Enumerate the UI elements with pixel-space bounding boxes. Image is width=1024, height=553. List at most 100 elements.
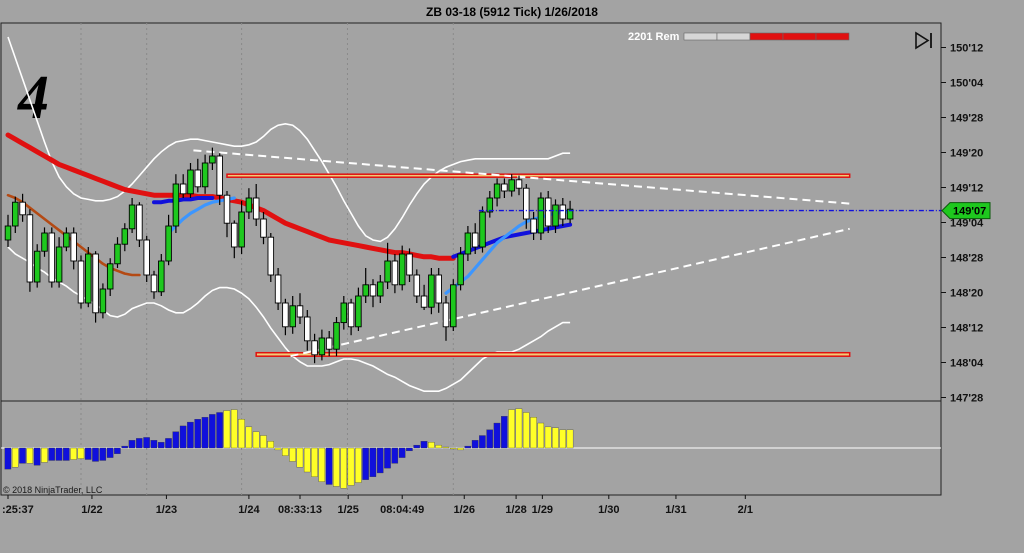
histogram-bar	[179, 425, 187, 449]
histogram-bar	[99, 447, 107, 461]
candle-body	[369, 284, 377, 297]
candle	[158, 254, 165, 296]
scroll-to-end-icon[interactable]	[913, 31, 937, 50]
histogram-bar	[296, 447, 304, 468]
candle	[128, 198, 136, 233]
candle-body	[464, 232, 472, 255]
x-tick-label: 2/1	[738, 504, 753, 516]
candle	[464, 226, 472, 261]
trendline	[193, 149, 850, 205]
histogram-bar	[48, 447, 55, 461]
histogram-bar	[4, 447, 12, 470]
candle	[544, 191, 552, 233]
histogram-bar	[435, 444, 442, 449]
histogram-bar	[420, 441, 428, 449]
candle-body	[231, 222, 238, 248]
candle-body	[158, 260, 165, 293]
histogram-bar	[449, 447, 457, 450]
x-tick-label: 1/26	[454, 504, 475, 516]
candle-body	[340, 302, 348, 324]
plot-frame	[0, 22, 942, 496]
x-axis: :25:37 1/22 1/23 1/24 08:33:13 1/25 08:04:49 1/…	[2, 495, 753, 516]
histogram-bar	[340, 447, 347, 489]
x-tick-label: 1/22	[81, 504, 102, 516]
candle	[63, 227, 70, 252]
candle-body	[544, 197, 552, 227]
histogram-bar	[559, 429, 566, 449]
candle-body	[4, 225, 12, 241]
histogram-bar	[501, 416, 508, 449]
candle-body	[194, 169, 202, 188]
bar-counter: 2201 Rem	[628, 31, 850, 43]
candle	[333, 317, 340, 357]
candle-body	[63, 232, 70, 248]
candle-body	[245, 197, 253, 213]
candle	[260, 212, 267, 245]
histogram-bar	[486, 429, 493, 449]
histogram-bar	[209, 414, 216, 449]
candle	[238, 200, 245, 254]
candle-body	[99, 288, 107, 314]
candle	[457, 247, 464, 291]
candle-body	[311, 340, 318, 356]
candle-body	[260, 218, 267, 238]
x-tick-label: 1/28	[505, 504, 526, 516]
candle-body	[318, 337, 326, 356]
histogram-bar	[325, 447, 333, 485]
trendline	[290, 227, 850, 358]
histogram-bar	[157, 442, 165, 449]
last-price-label: 149'07	[953, 206, 986, 218]
white-band-lower	[7, 246, 571, 393]
candle-body	[114, 243, 121, 265]
candle	[201, 154, 209, 194]
y-tick-label: 148'12	[950, 323, 983, 335]
candle-body	[428, 274, 435, 308]
candle	[165, 214, 172, 266]
histogram-bar	[77, 447, 85, 459]
histogram-bar	[515, 408, 523, 449]
candle-body	[362, 284, 369, 297]
x-tick-label: 08:33:13	[278, 504, 322, 516]
candle	[252, 184, 260, 226]
trendlines	[193, 149, 850, 358]
histogram-bar	[128, 440, 136, 449]
candle	[55, 237, 63, 288]
candle	[296, 293, 304, 324]
candle	[304, 310, 311, 351]
histogram-bar	[303, 447, 311, 473]
candle	[501, 178, 508, 198]
histogram-bar	[391, 447, 399, 464]
histogram-bar	[376, 447, 384, 474]
histogram-bar	[544, 426, 552, 449]
candle	[369, 279, 377, 308]
candle-body	[41, 232, 48, 252]
candle	[150, 270, 158, 299]
candle	[19, 193, 26, 222]
candle-body	[92, 253, 99, 314]
bar-counter-segment	[782, 32, 817, 41]
candle-body	[282, 302, 289, 328]
candle-body	[486, 197, 494, 213]
candle-body	[26, 214, 34, 283]
histogram-bar	[201, 417, 209, 449]
candle	[70, 227, 77, 270]
candle-body	[216, 155, 223, 196]
blue-moving-average	[451, 222, 573, 259]
histogram-bar	[230, 409, 238, 449]
candle-body	[347, 302, 355, 328]
histogram-bar	[289, 447, 296, 462]
histogram-bar	[114, 447, 121, 454]
candle-body	[435, 274, 442, 304]
candle-body	[19, 201, 26, 216]
candle-body	[70, 232, 77, 262]
y-tick-label: 147'28	[950, 393, 983, 405]
histogram-bar	[508, 409, 515, 449]
candle	[311, 333, 318, 364]
candle-body	[508, 179, 515, 192]
support-resistance-boxes	[226, 173, 851, 357]
chart-title: ZB 03-18 (5912 Tick) 1/26/2018	[426, 5, 598, 19]
histogram-bar	[318, 447, 326, 482]
bar-counter-segment	[749, 32, 784, 41]
candle	[340, 296, 348, 330]
